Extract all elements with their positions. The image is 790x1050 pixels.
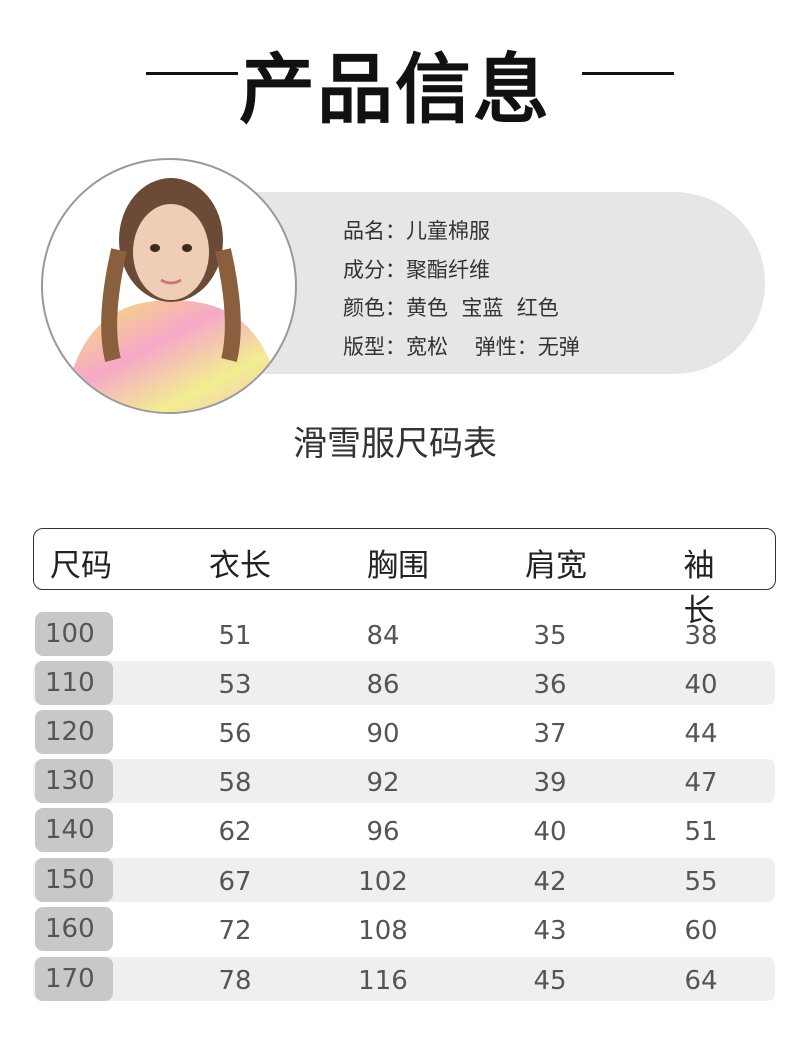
page-title: 产品信息 [239, 45, 551, 134]
table-row: 120 56 90 37 44 [33, 710, 775, 754]
table-cell: 108 [358, 916, 408, 946]
table-cell: 58 [218, 768, 252, 798]
table-cell: 96 [366, 817, 400, 847]
table-cell: 51 [218, 621, 252, 651]
table-cell: 42 [533, 867, 567, 897]
product-name: 品名：儿童棉服 [343, 219, 490, 243]
table-cell: 36 [533, 670, 567, 700]
size-chart-title: 滑雪服尺码表 [293, 424, 497, 464]
table-cell: 92 [366, 768, 400, 798]
table-cell: 53 [218, 670, 252, 700]
size-cell: 140 [35, 808, 113, 852]
table-cell: 51 [684, 817, 718, 847]
table-cell: 102 [358, 867, 408, 897]
product-fit: 版型：宽松 弹性：无弹 [343, 334, 580, 359]
table-cell: 35 [533, 621, 567, 651]
table-cell: 72 [218, 916, 252, 946]
table-row: 130 58 92 39 47 [33, 759, 775, 803]
header-chest: 胸围 [367, 548, 429, 584]
size-table-header: 尺码 衣长 胸围 肩宽 袖长 [33, 528, 776, 629]
table-row: 150 67 102 42 55 [33, 858, 775, 902]
product-info: 品名：儿童棉服 成分：聚酯纤维 颜色：黄色 宝蓝 红色 版型：宽松 弹性：无弹 [343, 212, 580, 366]
table-cell: 78 [218, 966, 252, 996]
header-length: 衣长 [209, 548, 271, 584]
table-cell: 38 [684, 621, 718, 651]
table-cell: 90 [366, 719, 400, 749]
table-cell: 62 [218, 817, 252, 847]
table-row: 110 53 86 36 40 [33, 661, 775, 705]
table-cell: 40 [684, 670, 718, 700]
table-cell: 116 [358, 966, 408, 996]
table-row: 100 51 84 35 38 [33, 612, 775, 656]
table-cell: 84 [366, 621, 400, 651]
table-cell: 47 [684, 768, 718, 798]
table-cell: 55 [684, 867, 718, 897]
title-left-line [146, 72, 238, 75]
title-right-line [582, 72, 674, 75]
size-cell: 100 [35, 612, 113, 656]
size-cell: 110 [35, 661, 113, 705]
table-cell: 44 [684, 719, 718, 749]
table-row: 170 78 116 45 64 [33, 957, 775, 1001]
product-material: 成分：聚酯纤维 [343, 257, 490, 282]
table-row: 160 72 108 43 60 [33, 907, 775, 951]
table-cell: 64 [684, 966, 718, 996]
table-cell: 86 [366, 670, 400, 700]
size-cell: 120 [35, 710, 113, 754]
table-cell: 60 [684, 916, 718, 946]
header-shoulder: 肩宽 [525, 548, 587, 584]
table-cell: 37 [533, 719, 567, 749]
size-cell: 170 [35, 957, 113, 1001]
table-cell: 45 [533, 966, 567, 996]
product-color: 颜色：黄色 宝蓝 红色 [343, 296, 559, 320]
header-size: 尺码 [50, 548, 112, 584]
table-cell: 39 [533, 768, 567, 798]
table-cell: 67 [218, 867, 252, 897]
table-cell: 43 [533, 916, 567, 946]
table-cell: 56 [218, 719, 252, 749]
table-row: 140 62 96 40 51 [33, 808, 775, 852]
size-cell: 160 [35, 907, 113, 951]
table-cell: 40 [533, 817, 567, 847]
header-sleeve: 袖长 [683, 548, 715, 629]
product-photo [41, 158, 297, 414]
size-cell: 130 [35, 759, 113, 803]
size-cell: 150 [35, 858, 113, 902]
